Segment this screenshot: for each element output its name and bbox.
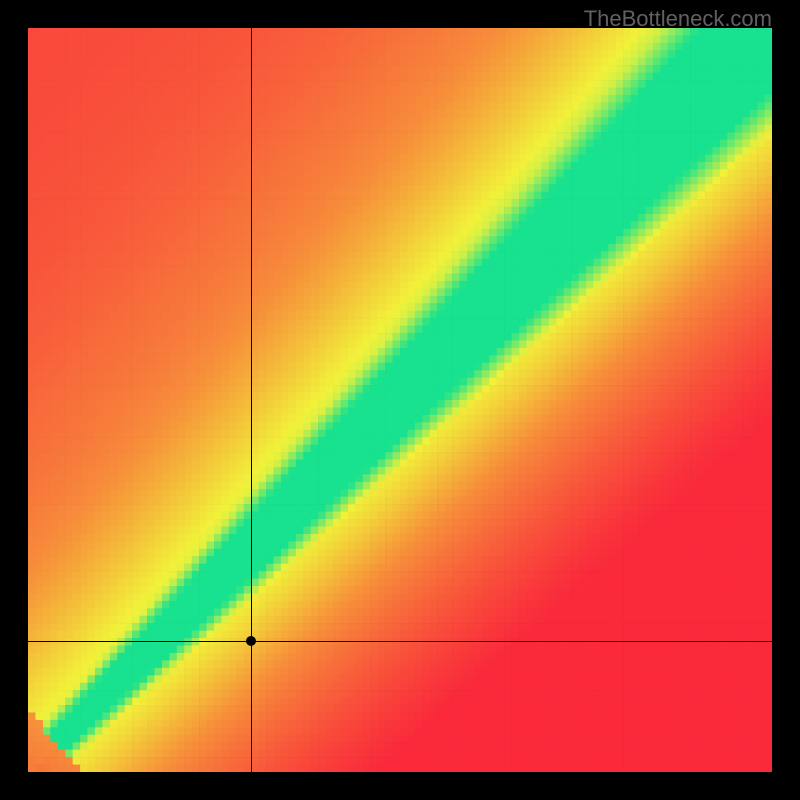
- heatmap-canvas: [28, 28, 772, 772]
- crosshair-marker: [246, 636, 256, 646]
- chart-container: TheBottleneck.com: [0, 0, 800, 800]
- plot-area: [28, 28, 772, 772]
- crosshair-vertical: [251, 28, 252, 772]
- crosshair-horizontal: [28, 641, 772, 642]
- watermark-label: TheBottleneck.com: [584, 6, 772, 32]
